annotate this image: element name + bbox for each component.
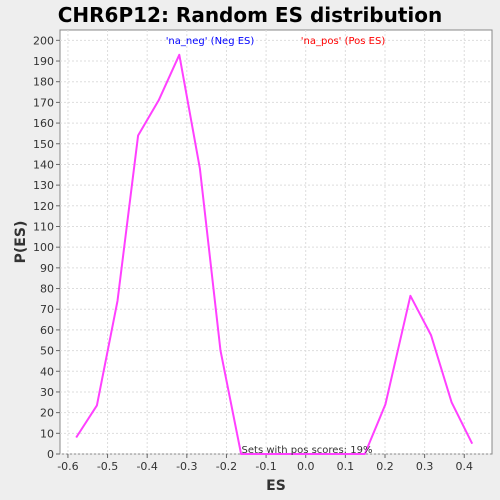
- y-tick-label: 10: [40, 427, 54, 440]
- y-tick-label: 130: [33, 179, 54, 192]
- y-tick-label: 40: [40, 365, 54, 378]
- grid-lines: [60, 30, 492, 455]
- x-tick-label: -0.4: [136, 460, 157, 473]
- x-tick-label: 0.4: [456, 460, 474, 473]
- x-tick-label: -0.2: [216, 460, 237, 473]
- x-tick-label: 0.0: [297, 460, 315, 473]
- y-axis-label: P(ES): [13, 221, 29, 264]
- pos-scores-annotation: Sets with pos scores: 19%: [242, 445, 373, 456]
- y-tick-label: 100: [33, 241, 54, 254]
- y-tick-label: 30: [40, 386, 54, 399]
- y-tick-label: 170: [33, 96, 54, 109]
- y-tick-label: 70: [40, 303, 54, 316]
- x-tick-label: 0.1: [337, 460, 355, 473]
- plot-area: [59, 29, 493, 455]
- y-tick-label: 90: [40, 262, 54, 275]
- chart-title: CHR6P12: Random ES distribution: [58, 3, 443, 27]
- y-tick-label: 60: [40, 324, 54, 337]
- y-tick-label: 190: [33, 55, 54, 68]
- series-line: [75, 53, 474, 455]
- x-tick-label: 0.3: [416, 460, 434, 473]
- y-tick-label: 120: [33, 200, 54, 213]
- x-tick-label: -0.1: [255, 460, 276, 473]
- x-tick-label: -0.5: [97, 460, 118, 473]
- y-tick-label: 0: [47, 448, 54, 461]
- y-tick-label: 140: [33, 158, 54, 171]
- series-layer: [75, 53, 474, 455]
- pos-es-annotation: 'na_pos' (Pos ES): [301, 36, 386, 47]
- x-tick-label: -0.3: [176, 460, 197, 473]
- y-tick-label: 50: [40, 345, 54, 358]
- axes: -0.6 -0.5 -0.4 -0.3 -0.2 -0.1 0.0 0.1 0.2 0.3 0.4 0…: [33, 34, 473, 473]
- y-tick-label: 180: [33, 76, 54, 89]
- x-axis-label: ES: [266, 478, 286, 494]
- x-tick-label: 0.2: [376, 460, 394, 473]
- y-tick-label: 160: [33, 117, 54, 130]
- y-tick-label: 150: [33, 138, 54, 151]
- y-tick-label: 200: [33, 34, 54, 47]
- y-tick-label: 110: [33, 220, 54, 233]
- y-tick-label: 20: [40, 407, 54, 420]
- neg-es-annotation: 'na_neg' (Neg ES): [166, 36, 255, 47]
- x-tick-label: -0.6: [57, 460, 78, 473]
- y-tick-label: 80: [40, 283, 54, 296]
